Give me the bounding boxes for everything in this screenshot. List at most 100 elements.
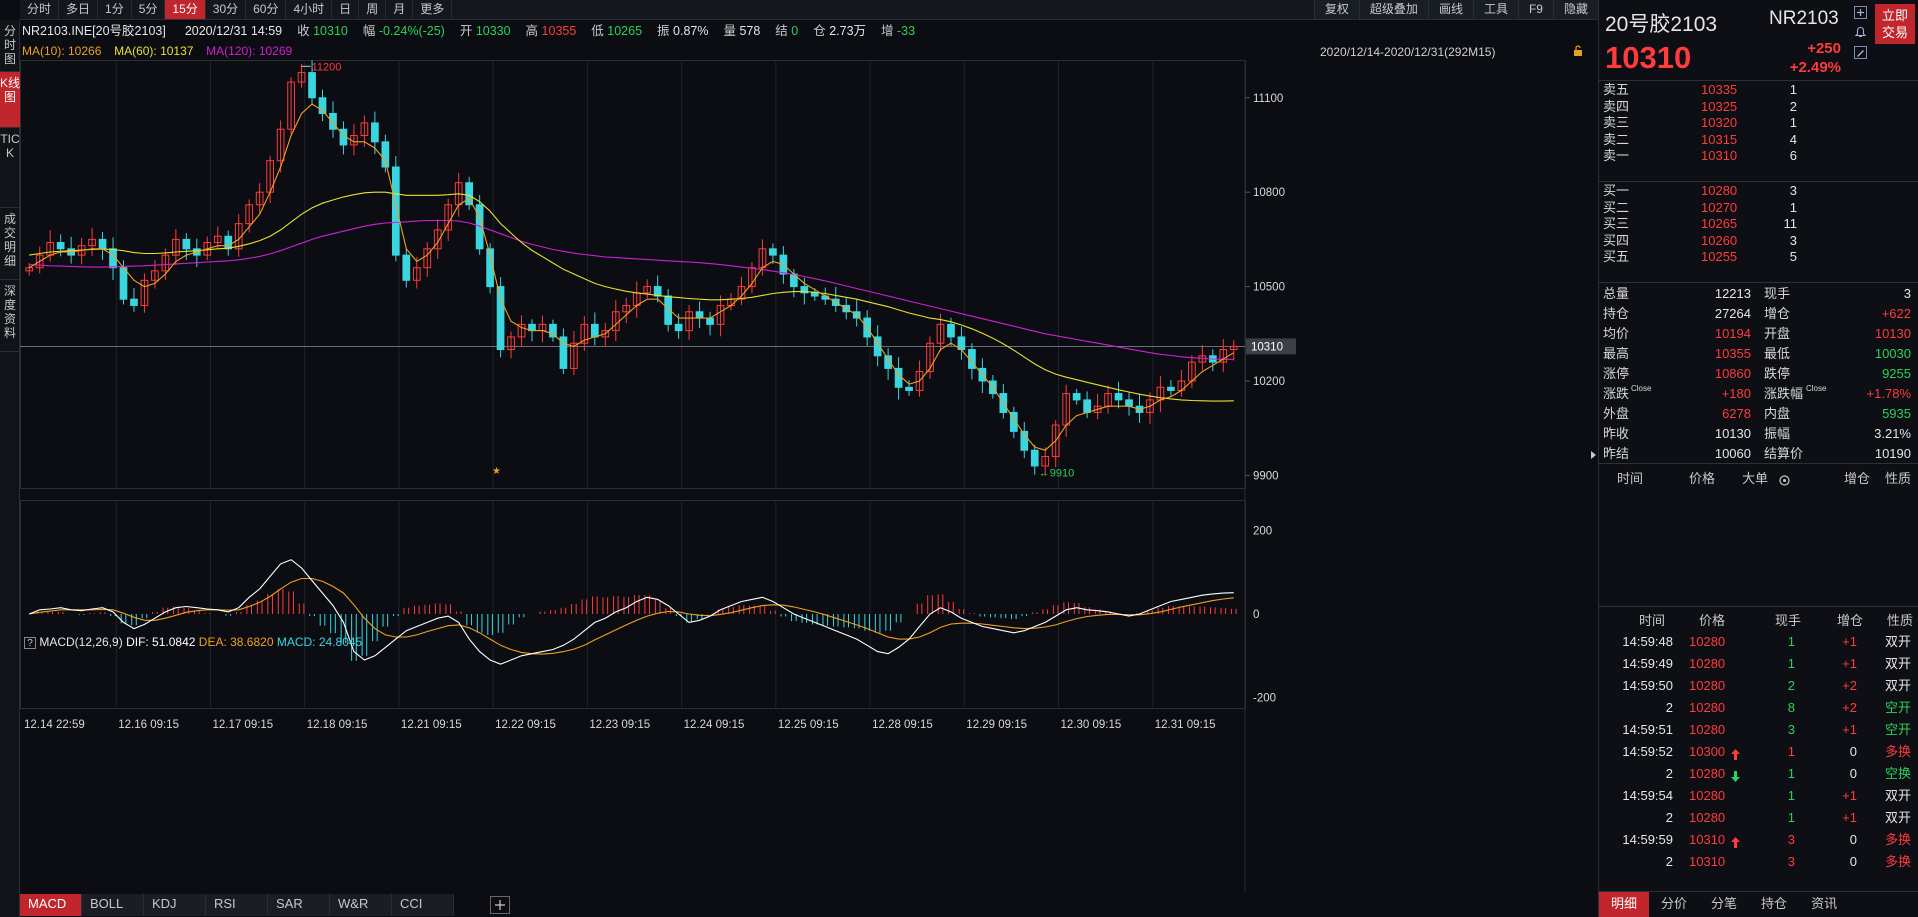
tick-row[interactable]: 14:59:50 10280 2 +2 双开 [1599, 676, 1918, 696]
stat-value: +1.78% [1866, 386, 1911, 401]
big-header-big: 大单 [1742, 471, 1769, 486]
bids-level-row[interactable]: 买三 10265 11 [1599, 216, 1918, 232]
candle [947, 317, 955, 347]
indicator-tab-4[interactable]: SAR [268, 894, 330, 916]
lock-icon[interactable] [1572, 45, 1584, 57]
tick-row[interactable]: 14:59:59 10310 3 0 多换 [1599, 830, 1918, 850]
tick-row[interactable]: 14:59:52 10300 1 0 多换 [1599, 742, 1918, 762]
stat-label: 内盘 [1764, 406, 1791, 421]
panel-tab-4[interactable]: 资讯 [1811, 896, 1838, 911]
tick-row[interactable]: 14:59:51 10280 3 +1 空开 [1599, 720, 1918, 740]
tick-row[interactable]: 2 10280 8 +2 空开 [1599, 698, 1918, 718]
settings-gear-icon[interactable] [1778, 473, 1791, 486]
bids-level-row[interactable]: 买五 10255 5 [1599, 249, 1918, 265]
tick-oi-change: 0 [1849, 854, 1857, 869]
help-icon[interactable]: ? [24, 637, 36, 649]
stat-row: 总量 12213 现手 3 [1599, 284, 1918, 304]
tick-row[interactable]: 2 10280 1 +1 双开 [1599, 808, 1918, 828]
period-btn-2[interactable]: 1分 [98, 0, 132, 19]
date-range: 2020/12/14-2020/12/31(292M15) [1320, 45, 1496, 59]
tick-time: 14:59:48 [1622, 634, 1673, 649]
open-interest-label: 仓 [813, 24, 826, 38]
tick-time: 14:59:54 [1622, 788, 1673, 803]
panel-tab-3[interactable]: 持仓 [1761, 896, 1788, 911]
tool-btn-0[interactable]: 复权 [1313, 0, 1359, 19]
y-tick-label: 10800 [1253, 187, 1285, 199]
tick-nature: 多换 [1885, 744, 1912, 759]
tool-btn-4[interactable]: F9 [1517, 0, 1553, 19]
tab-trade-detail[interactable]: 成交明细 [0, 208, 20, 280]
period-btn-4[interactable]: 15分 [165, 0, 206, 19]
tick-row[interactable]: 14:59:49 10280 1 +1 双开 [1599, 654, 1918, 674]
tab-depth-info[interactable]: 深度资料 [0, 280, 20, 352]
period-btn-7[interactable]: 4小时 [286, 0, 333, 19]
asks-level-row[interactable]: 卖一 10310 6 [1599, 148, 1918, 164]
period-btn-11[interactable]: 更多 [413, 0, 453, 19]
indicator-tab-6[interactable]: CCI [392, 894, 454, 916]
stat-label: 持仓 [1603, 306, 1630, 321]
tick-price: 10310 [1689, 832, 1726, 847]
add-indicator-icon[interactable] [490, 896, 510, 914]
indicator-tab-0[interactable]: MACD [20, 894, 82, 916]
candle [350, 123, 358, 156]
candle [601, 322, 610, 347]
tool-btn-2[interactable]: 画线 [1427, 0, 1473, 19]
candle [999, 383, 1008, 419]
tool-btn-3[interactable]: 工具 [1472, 0, 1518, 19]
tick-row[interactable]: 14:59:48 10280 1 +1 双开 [1599, 632, 1918, 652]
alert-bell-icon[interactable] [1854, 26, 1867, 39]
asks-level-row[interactable]: 卖三 10320 1 [1599, 115, 1918, 131]
panel-tab-1[interactable]: 分价 [1661, 896, 1688, 911]
candle [391, 155, 400, 262]
candle [402, 248, 411, 288]
tab-tick[interactable]: TICK [0, 128, 20, 208]
candle [727, 293, 735, 311]
candle [905, 380, 913, 396]
stat-sup: Close [1806, 384, 1827, 393]
event-star-icon[interactable]: ★ [492, 466, 501, 477]
bids-level-row[interactable]: 买二 10270 1 [1599, 200, 1918, 216]
tab-kline[interactable]: K线图 [0, 72, 20, 128]
tick-nature: 双开 [1885, 788, 1912, 803]
period-btn-10[interactable]: 月 [386, 0, 414, 19]
edit-icon[interactable] [1854, 46, 1867, 59]
tab-intraday[interactable]: 分时图 [0, 20, 20, 72]
tick-volume: 3 [1787, 854, 1795, 869]
period-btn-1[interactable]: 多日 [59, 0, 99, 19]
tick-row[interactable]: 14:59:54 10280 1 +1 双开 [1599, 786, 1918, 806]
period-btn-0[interactable]: 分时 [20, 0, 60, 19]
asks-level-row[interactable]: 卖二 10315 4 [1599, 132, 1918, 148]
panel-tab-0[interactable]: 明细 [1599, 892, 1650, 917]
kline-chart[interactable]: 12.14 22:59 12.16 09:15 12.17 09:15 12.18 0… [20, 60, 1598, 892]
tool-btn-5[interactable]: 隐藏 [1552, 0, 1598, 19]
indicator-tab-2[interactable]: KDJ [144, 894, 206, 916]
period-btn-8[interactable]: 日 [332, 0, 360, 19]
period-toolbar: 分时 多日 1分 5分 15分 30分 60分 4小时日周月更多 复权 超级叠加 画线 工具 F9 隐藏 [20, 0, 1598, 20]
stat-value: 10355 [1714, 346, 1751, 361]
tool-btn-1[interactable]: 超级叠加 [1358, 0, 1428, 19]
panel-tab-2[interactable]: 分笔 [1711, 896, 1738, 911]
bids-level-row[interactable]: 买四 10260 3 [1599, 233, 1918, 249]
asks-level-row[interactable]: 卖五 10335 1 [1599, 82, 1918, 98]
dif-line [28, 559, 1234, 665]
candle [213, 226, 222, 249]
bids-level-row[interactable]: 买一 10280 3 [1599, 183, 1918, 199]
candle [465, 176, 474, 210]
asks-level-row[interactable]: 卖四 10325 2 [1599, 99, 1918, 115]
indicator-tab-3[interactable]: RSI [206, 894, 268, 916]
quick-trade-button[interactable]: 立即 交易 [1875, 4, 1915, 44]
tick-row[interactable]: 2 10280 1 0 空换 [1599, 764, 1918, 784]
open-label: 开 [459, 24, 473, 38]
period-btn-5[interactable]: 30分 [206, 0, 247, 19]
indicator-tab-5[interactable]: W&R [330, 894, 392, 916]
indicator-tab-1[interactable]: BOLL [82, 894, 144, 916]
price-pane-frame [20, 60, 1246, 489]
tick-oi-change: 0 [1849, 766, 1857, 781]
period-btn-6[interactable]: 60分 [246, 0, 287, 19]
candle [978, 358, 987, 393]
tick-row[interactable]: 2 10310 3 0 多换 [1599, 852, 1918, 872]
period-btn-9[interactable]: 周 [359, 0, 387, 19]
collapse-panel-arrow[interactable] [1588, 448, 1598, 462]
period-btn-3[interactable]: 5分 [132, 0, 166, 19]
add-watch-icon[interactable] [1854, 6, 1867, 19]
